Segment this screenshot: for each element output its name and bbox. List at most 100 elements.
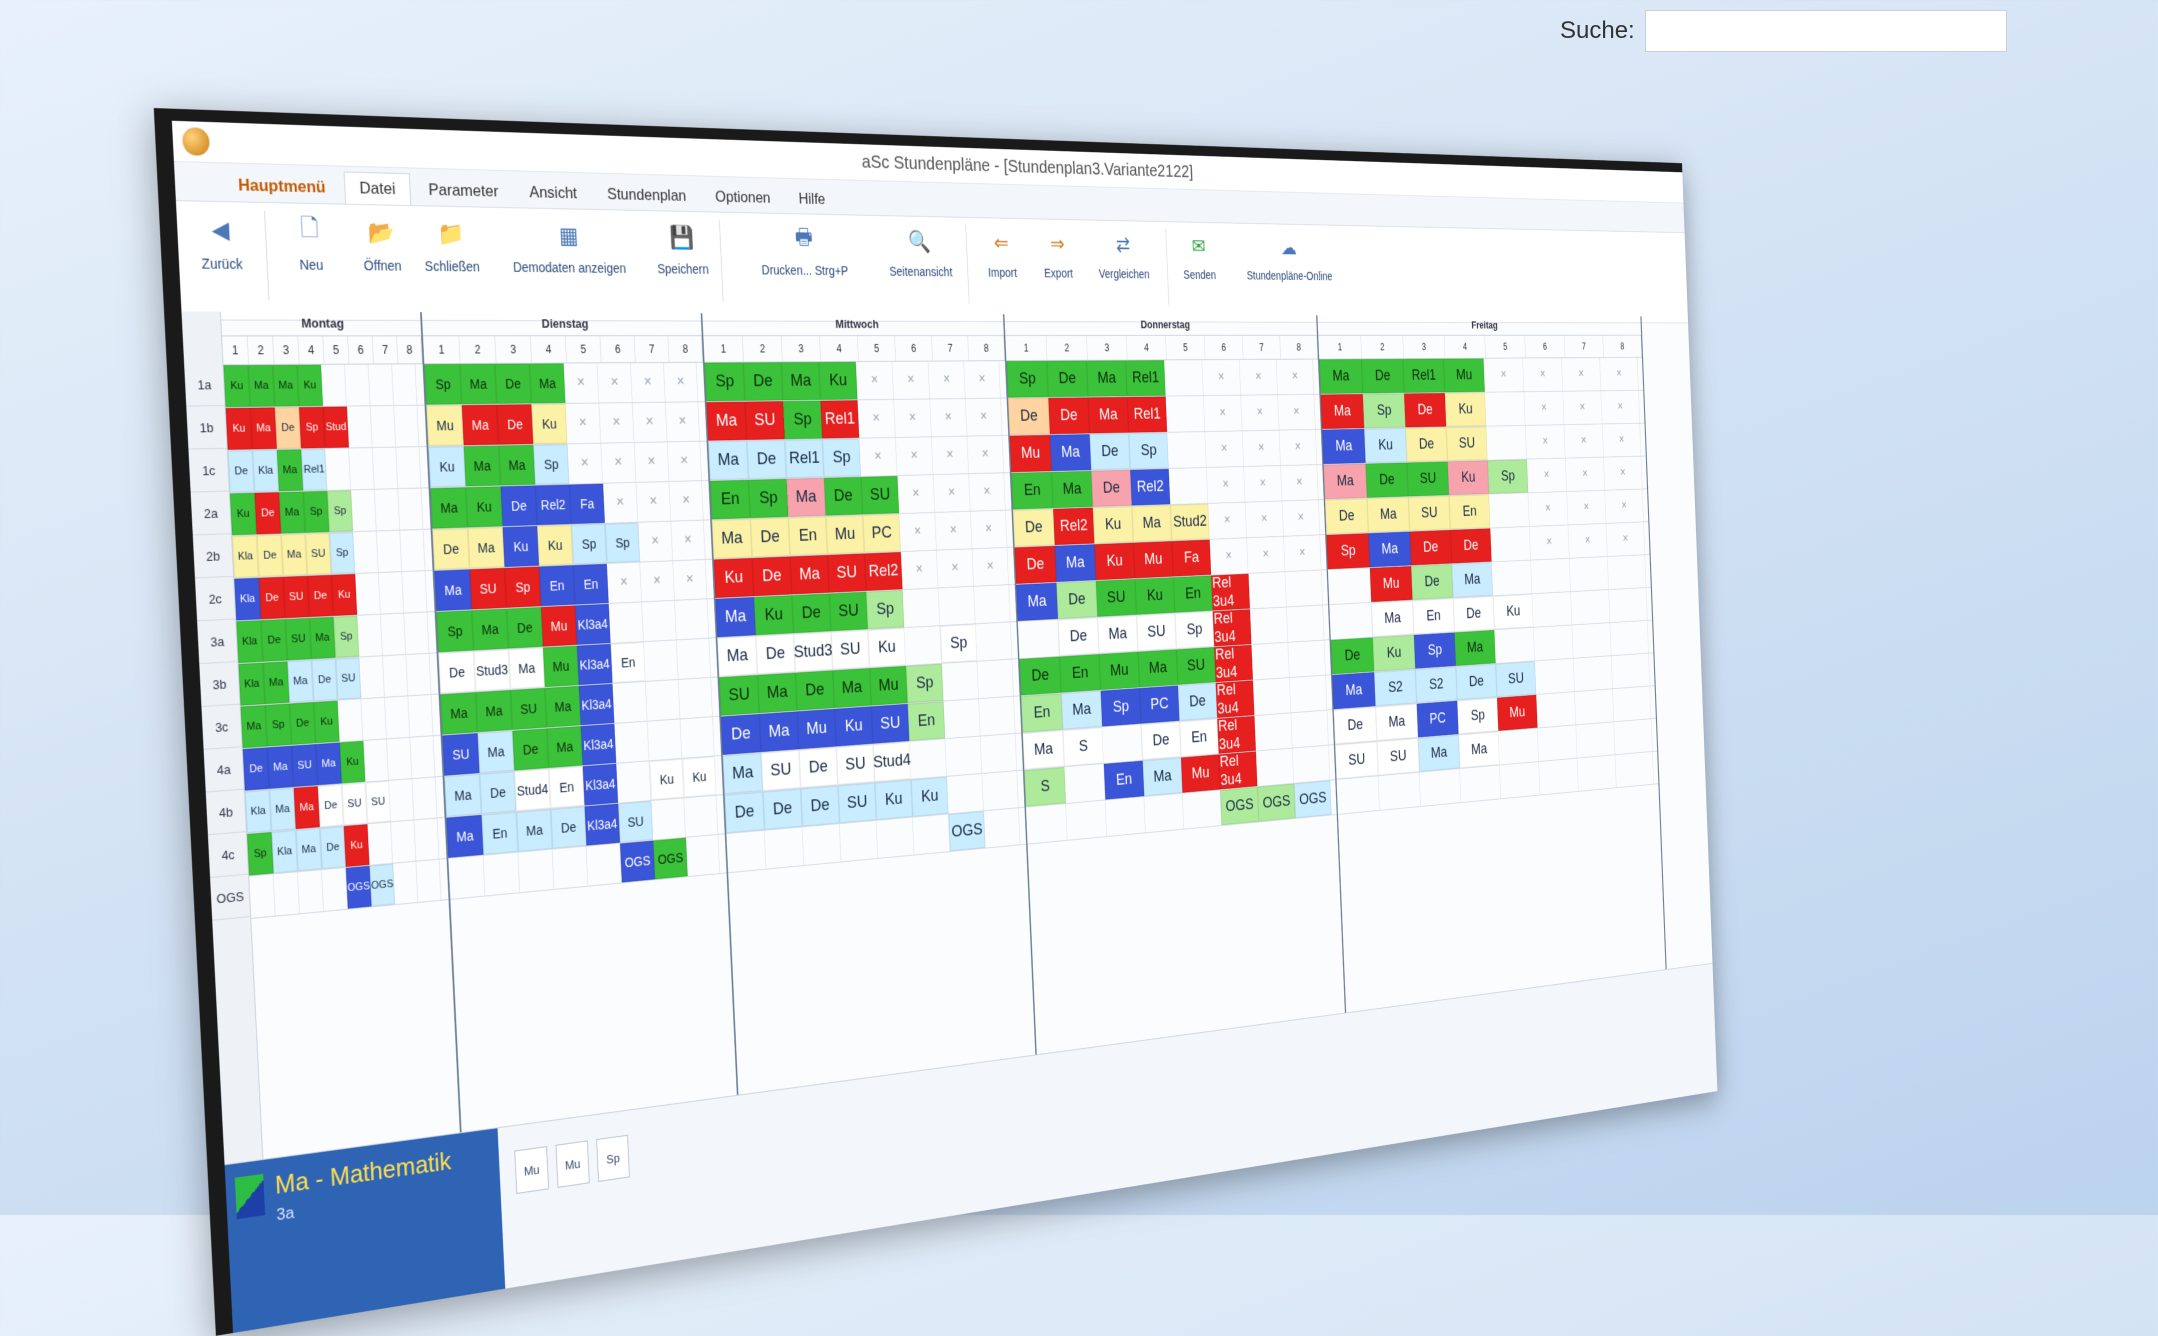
lesson-card[interactable]: De — [801, 786, 840, 827]
lesson-card[interactable]: De — [1056, 581, 1097, 619]
lesson-card[interactable]: Sp — [247, 832, 274, 875]
lesson-card[interactable]: Ma — [1324, 464, 1367, 499]
lesson-card[interactable]: SU — [871, 704, 909, 744]
lesson-card[interactable]: Ku — [230, 493, 257, 535]
lesson-card[interactable]: Stud2 — [1170, 504, 1209, 541]
lesson-card[interactable]: Ma — [1138, 649, 1178, 687]
lesson-card[interactable]: Kla — [245, 790, 272, 833]
lesson-card[interactable]: De — [1090, 433, 1131, 470]
lesson-card[interactable]: Ku — [911, 777, 948, 817]
lesson-card[interactable]: De — [750, 518, 790, 557]
lesson-card[interactable]: SU — [745, 401, 785, 440]
lesson-card[interactable]: Sp — [571, 524, 607, 564]
lesson-card[interactable]: Sp — [822, 439, 861, 477]
lesson-card[interactable]: Ma — [460, 364, 497, 404]
lesson-card[interactable]: Rel1 — [301, 449, 327, 491]
lesson-card[interactable]: Ku — [1093, 506, 1134, 543]
lesson-card[interactable]: SU — [719, 675, 759, 716]
lesson-card[interactable]: SU — [829, 592, 868, 631]
toolbar-button-öffnen[interactable]: 📂 Öffnen — [347, 213, 417, 274]
lesson-card[interactable]: De — [743, 362, 783, 400]
lesson-card[interactable]: De — [289, 702, 315, 745]
lesson-card[interactable]: De — [318, 784, 344, 827]
lesson-card[interactable]: Ma — [1332, 672, 1375, 709]
lesson-card[interactable]: Ma — [499, 445, 535, 486]
lesson-card[interactable]: Kl3a4 — [575, 604, 611, 645]
lesson-card[interactable]: Ma — [267, 746, 293, 789]
lesson-card[interactable]: SU — [1096, 579, 1137, 617]
lesson-card[interactable]: De — [747, 440, 787, 479]
unplaced-lesson-card[interactable]: Sp — [596, 1135, 630, 1182]
lesson-card[interactable]: De — [1331, 638, 1374, 675]
lesson-card[interactable]: Rel 3u4 — [1214, 645, 1253, 682]
lesson-card[interactable]: De — [752, 557, 792, 597]
lesson-card[interactable]: Ma — [1418, 735, 1460, 772]
lesson-card[interactable]: En — [1104, 761, 1144, 800]
lesson-card[interactable]: Ma — [712, 519, 752, 559]
lesson-card[interactable]: SU — [761, 750, 801, 791]
lesson-card[interactable]: Ku — [503, 526, 539, 567]
lesson-card[interactable]: OGS — [1257, 784, 1295, 822]
lesson-card[interactable]: Ma — [529, 363, 565, 403]
lesson-card[interactable]: De — [756, 634, 796, 674]
toolbar-button-senden[interactable]: ✉ Senden — [1173, 229, 1225, 282]
lesson-card[interactable]: Ma — [1023, 730, 1065, 769]
lesson-card[interactable]: SU — [1335, 742, 1378, 780]
lesson-card[interactable]: De — [551, 806, 587, 848]
lesson-card[interactable]: Ma — [281, 534, 307, 576]
toolbar-button-zurück[interactable]: ◀ Zurück — [184, 209, 258, 272]
lesson-card[interactable]: Sp — [749, 479, 789, 518]
lesson-card[interactable]: Sp — [1129, 433, 1169, 469]
lesson-card[interactable]: Ma — [296, 828, 322, 871]
lesson-card[interactable]: Ku — [834, 706, 873, 746]
lesson-card[interactable]: De — [1141, 722, 1181, 760]
lesson-card[interactable]: S2 — [1374, 669, 1417, 706]
lesson-card[interactable]: Ma — [1055, 544, 1096, 582]
lesson-card[interactable]: De — [1058, 618, 1099, 656]
lesson-card[interactable]: De — [721, 714, 761, 755]
lesson-card[interactable]: Ku — [1135, 577, 1175, 614]
lesson-card[interactable]: Ma — [440, 692, 477, 734]
lesson-card[interactable]: Sp — [1006, 361, 1048, 398]
lesson-card[interactable]: Ma — [1050, 434, 1091, 471]
lesson-card[interactable]: Ma — [273, 365, 299, 407]
lesson-card[interactable]: SU — [838, 783, 876, 823]
lesson-card[interactable]: De — [512, 728, 548, 770]
lesson-card[interactable]: De — [255, 492, 281, 534]
lesson-card[interactable]: SU — [1407, 462, 1449, 497]
lesson-card[interactable]: En — [549, 766, 585, 808]
lesson-card[interactable]: Stud4 — [514, 769, 550, 811]
lesson-card[interactable]: Ma — [241, 705, 268, 748]
lesson-card[interactable]: Ma — [1086, 360, 1127, 396]
lesson-card[interactable]: Mu — [797, 709, 836, 749]
lesson-card[interactable]: Rel 3u4 — [1219, 751, 1258, 789]
lesson-card[interactable]: Ma — [1143, 758, 1183, 797]
lesson-card[interactable]: Kl3a4 — [585, 804, 620, 846]
lesson-card[interactable]: Rel1 — [821, 400, 860, 438]
lesson-card[interactable]: Sp — [605, 523, 640, 563]
lesson-card[interactable]: De — [763, 789, 803, 830]
lesson-card[interactable]: Sp — [1175, 611, 1214, 648]
lesson-card[interactable]: De — [432, 528, 469, 569]
lesson-card[interactable]: Sp — [327, 490, 353, 532]
lesson-card[interactable]: SU — [342, 783, 368, 826]
lesson-card[interactable]: SU — [1136, 613, 1176, 651]
lesson-card[interactable]: Ma — [790, 555, 829, 594]
lesson-card[interactable]: Kla — [234, 578, 261, 621]
lesson-card[interactable]: Ma — [1132, 505, 1172, 542]
lesson-card[interactable]: En — [611, 642, 646, 683]
lesson-card[interactable]: Ma — [508, 648, 544, 690]
lesson-card[interactable]: SU — [283, 576, 309, 618]
lesson-card[interactable]: Rel2 — [535, 485, 571, 526]
lesson-card[interactable]: Ma — [468, 527, 505, 568]
lesson-card[interactable]: Sp — [1457, 698, 1498, 734]
lesson-card[interactable]: Ma — [444, 774, 481, 817]
lesson-card[interactable]: Ma — [516, 809, 552, 851]
lesson-card[interactable]: Rel2 — [1053, 508, 1094, 545]
lesson-card[interactable]: Ma — [759, 711, 799, 752]
lesson-card[interactable]: Ma — [1098, 615, 1138, 653]
lesson-card[interactable]: De — [1334, 707, 1377, 744]
lesson-card[interactable]: De — [1091, 470, 1132, 507]
lesson-card[interactable]: De — [1411, 564, 1453, 600]
lesson-card[interactable]: Mu — [870, 666, 908, 706]
